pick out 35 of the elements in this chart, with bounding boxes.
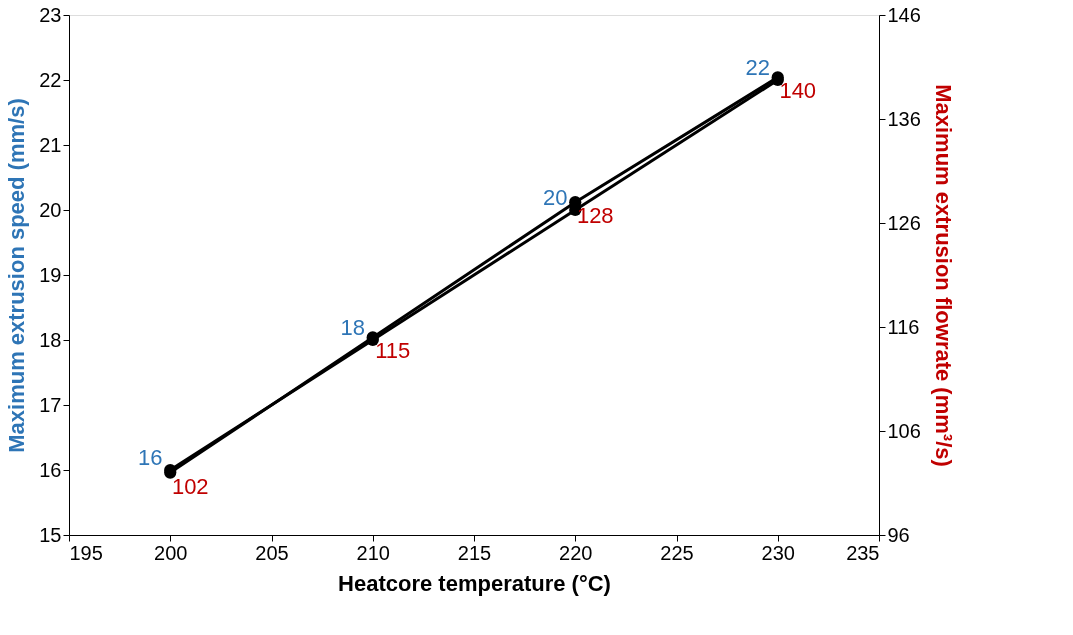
data-label: 115	[375, 338, 411, 364]
y-tick-label: 20	[39, 198, 62, 221]
y2-tick-label: 146	[887, 3, 921, 26]
data-label: 20	[543, 185, 568, 210]
data-label: 16	[138, 445, 163, 470]
y-tick-label: 15	[39, 523, 62, 546]
data-label: 128	[576, 203, 614, 229]
x-tick-label: 230	[761, 541, 795, 564]
y2-tick-label: 116	[887, 315, 920, 338]
data-label: 22	[745, 55, 770, 80]
y2-tick-label: 136	[887, 107, 921, 130]
y2-axis-title: Maximum extrusion flowrate (mm³/s)	[930, 84, 956, 467]
y-tick-label: 18	[39, 328, 62, 351]
data-label: 102	[171, 473, 209, 499]
y-tick-label: 19	[39, 263, 62, 286]
x-tick-label: 215	[457, 541, 492, 564]
y-axis-title: Maximum extrusion speed (mm/s)	[4, 98, 30, 453]
y-tick-label: 23	[39, 3, 62, 26]
x-tick-label: 200	[154, 541, 188, 564]
y-tick-label: 21	[39, 133, 62, 156]
y2-tick-label: 96	[887, 523, 910, 546]
x-tick-label: 225	[660, 541, 694, 564]
x-tick-label: 205	[255, 541, 289, 564]
y-tick-label: 22	[39, 68, 62, 91]
x-axis-title: Heatcore temperature (°C)	[338, 570, 611, 596]
x-tick-label: 235	[846, 541, 880, 564]
y-tick-label: 17	[39, 393, 62, 416]
x-tick-label: 210	[356, 541, 390, 564]
x-tick-label: 220	[559, 541, 593, 564]
y2-tick-label: 106	[887, 419, 921, 442]
data-label: 140	[779, 78, 817, 104]
data-label: 18	[340, 315, 365, 340]
y2-tick-label: 126	[887, 211, 921, 234]
x-tick-label: 195	[69, 541, 103, 564]
y-tick-label: 16	[39, 458, 62, 481]
